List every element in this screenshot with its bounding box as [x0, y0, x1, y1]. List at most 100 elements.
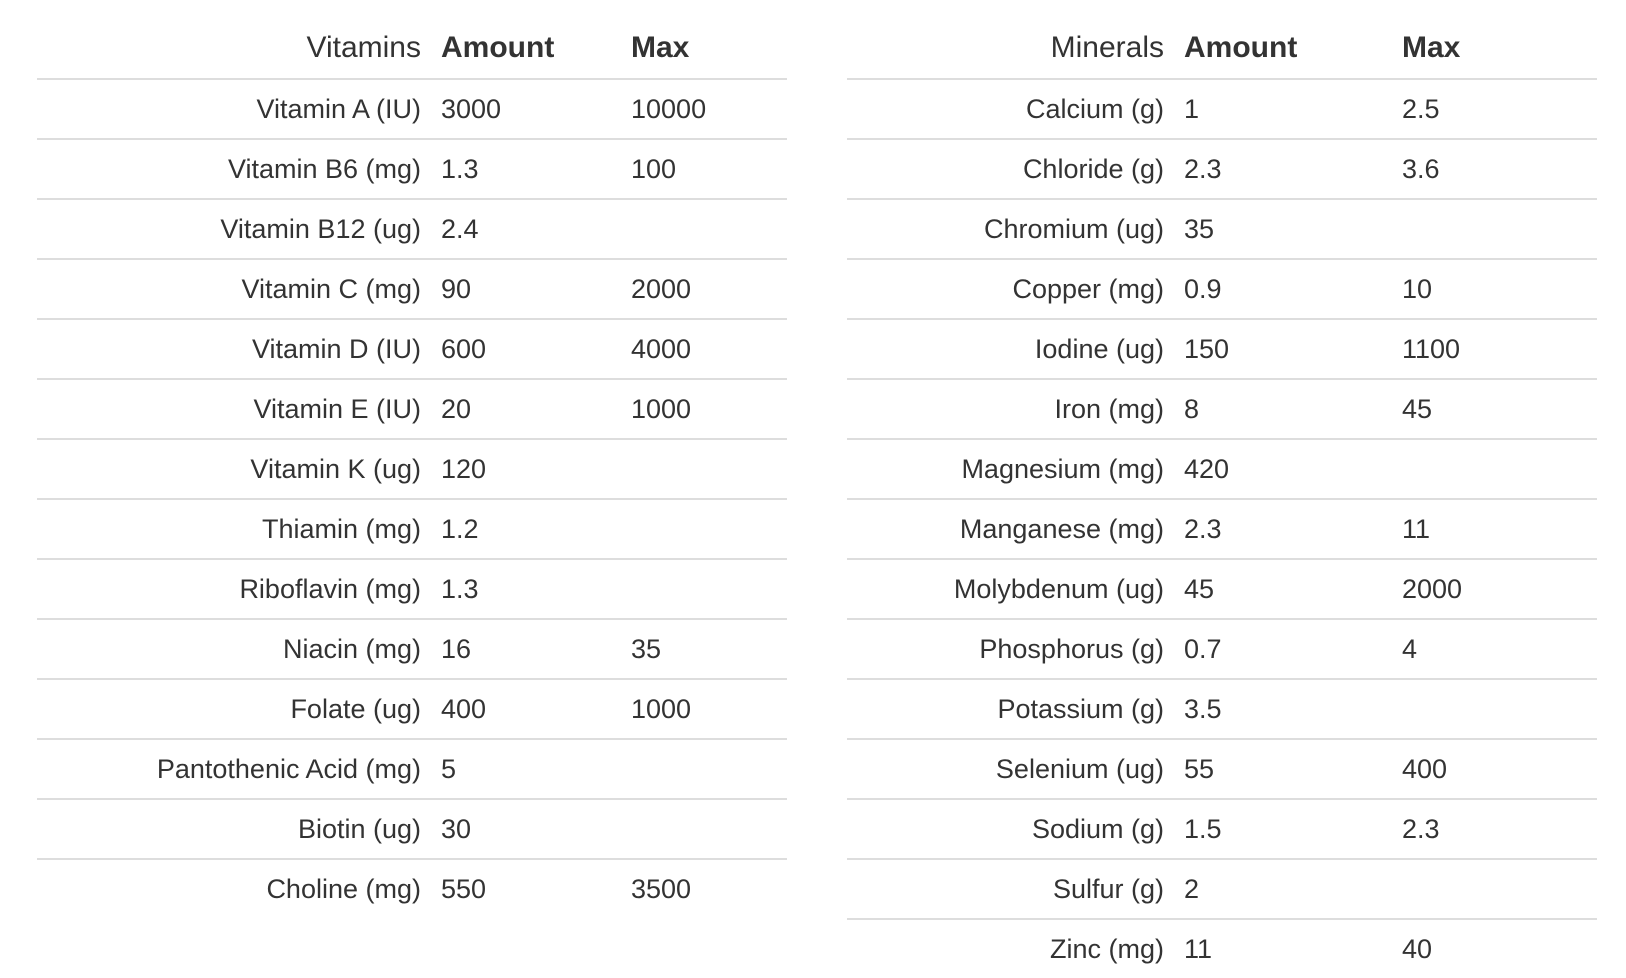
table-row: Sodium (g) 1.5 2.3: [847, 798, 1597, 859]
amount-cell: 1.3: [441, 138, 631, 199]
amount-cell: 2.3: [1184, 138, 1402, 199]
amount-cell: 55: [1184, 738, 1402, 799]
nutrient-name-cell: Iron (mg): [847, 378, 1184, 439]
vitamins-table-body: Vitamin A (IU) 3000 10000 Vitamin B6 (mg) 1.…: [37, 79, 787, 918]
nutrient-name-cell: Chloride (g): [847, 138, 1184, 199]
amount-cell: 11: [1184, 918, 1402, 978]
nutrient-name-cell: Molybdenum (ug): [847, 558, 1184, 619]
amount-cell: 150: [1184, 318, 1402, 379]
max-cell: [631, 198, 787, 259]
max-cell: [631, 558, 787, 619]
amount-cell: 1.3: [441, 558, 631, 619]
nutrient-name-cell: Vitamin E (IU): [37, 378, 441, 439]
table-row: Choline (mg) 550 3500: [37, 858, 787, 918]
nutrient-name-cell: Vitamin D (IU): [37, 318, 441, 379]
minerals-column-header[interactable]: Minerals: [847, 18, 1184, 80]
table-header-row: Vitamins Amount Max: [37, 18, 787, 80]
max-cell: 10000: [631, 93, 707, 124]
nutrient-name-cell: Potassium (g): [847, 678, 1184, 739]
amount-cell: 600: [441, 318, 631, 379]
max-cell: 4: [1402, 618, 1597, 679]
max-cell: 2000: [1402, 558, 1597, 619]
nutrient-name-cell: Copper (mg): [847, 258, 1184, 319]
max-cell: [631, 738, 787, 799]
table-row: Folate (ug) 400 1000: [37, 678, 787, 739]
max-cell: 2.3: [1402, 798, 1597, 859]
table-row: Magnesium (mg) 420: [847, 438, 1597, 499]
table-row: Pantothenic Acid (mg) 5: [37, 738, 787, 799]
amount-cell: 30: [441, 798, 631, 859]
table-row: Sulfur (g) 2: [847, 858, 1597, 919]
amount-cell: 3000: [441, 93, 502, 124]
nutrient-name-cell: Iodine (ug): [847, 318, 1184, 379]
amount-cell: 8: [1184, 378, 1402, 439]
amount-cell: 2: [1184, 858, 1402, 919]
vitamins-table: Vitamins Amount Max Vitamin A (IU) 3000 10…: [37, 18, 787, 918]
amount-cell: 420: [1184, 438, 1402, 499]
amount-cell: 20: [441, 378, 631, 439]
amount-cell: 35: [1184, 198, 1402, 259]
max-cell: [631, 438, 787, 499]
table-row: Selenium (ug) 55 400: [847, 738, 1597, 799]
nutrient-name-cell: Choline (mg): [37, 858, 441, 918]
table-row: Manganese (mg) 2.3 11: [847, 498, 1597, 559]
minerals-panel: Minerals Amount Max Calcium (g) 1 2.5 Chlor…: [847, 18, 1597, 978]
nutrient-name-cell: Biotin (ug): [37, 798, 441, 859]
amount-cell: 16: [441, 618, 631, 679]
table-row: Chloride (g) 2.3 3.6: [847, 138, 1597, 199]
amount-column-header[interactable]: Amount: [1184, 18, 1402, 80]
nutrient-name-cell: Riboflavin (mg): [37, 558, 441, 619]
table-row: Zinc (mg) 11 40: [847, 918, 1597, 978]
table-row: Vitamin B6 (mg) 1.3 100: [37, 138, 787, 199]
table-row: Niacin (mg) 16 35: [37, 618, 787, 679]
amount-cell: 400: [441, 678, 631, 739]
amount-cell: 90: [441, 258, 631, 319]
max-cell: 3500: [631, 858, 787, 918]
table-row: Vitamin C (mg) 90 2000: [37, 258, 787, 319]
max-cell: 45: [1402, 378, 1597, 439]
table-row: Vitamin D (IU) 600 4000: [37, 318, 787, 379]
amount-cell: 1.2: [441, 498, 631, 559]
nutrient-name-cell: Selenium (ug): [847, 738, 1184, 799]
max-cell: 1000: [631, 678, 787, 739]
max-column-header[interactable]: Max: [1402, 18, 1597, 80]
amount-cell: 120: [441, 438, 631, 499]
max-cell: 400: [1402, 738, 1597, 799]
table-row: Phosphorus (g) 0.7 4: [847, 618, 1597, 679]
max-cell: 2.5: [1402, 93, 1440, 124]
nutrient-name-cell: Folate (ug): [37, 678, 441, 739]
amount-cell: 550: [441, 858, 631, 918]
max-cell: 40: [1402, 918, 1597, 978]
table-row: Vitamin B12 (ug) 2.4: [37, 198, 787, 259]
nutrient-name-cell: Sodium (g): [847, 798, 1184, 859]
amount-column-header[interactable]: Amount: [441, 18, 631, 80]
amount-cell: 0.7: [1184, 618, 1402, 679]
table-row: Thiamin (mg) 1.2: [37, 498, 787, 559]
amount-cell: 45: [1184, 558, 1402, 619]
table-row: Copper (mg) 0.9 10: [847, 258, 1597, 319]
nutrient-name-cell: Thiamin (mg): [37, 498, 441, 559]
max-cell: [1402, 858, 1597, 919]
table-row: Calcium (g) 1 2.5: [847, 79, 1597, 139]
max-cell: [631, 798, 787, 859]
amount-cell: 0.9: [1184, 258, 1402, 319]
max-cell: 11: [1402, 498, 1597, 559]
nutrient-name-cell: Vitamin K (ug): [37, 438, 441, 499]
vitamins-panel: Vitamins Amount Max Vitamin A (IU) 3000 10…: [37, 18, 787, 918]
table-row: Vitamin A (IU) 3000 10000: [37, 79, 787, 139]
vitamins-column-header[interactable]: Vitamins: [37, 18, 441, 80]
nutrient-name-cell: Niacin (mg): [37, 618, 441, 679]
max-cell: [631, 498, 787, 559]
amount-cell: 2.4: [441, 198, 631, 259]
max-cell: 1000: [631, 378, 787, 439]
max-cell: [1402, 438, 1597, 499]
nutrient-name-cell: Sulfur (g): [847, 858, 1184, 919]
nutrient-name-cell: Vitamin C (mg): [37, 258, 441, 319]
max-cell: 100: [631, 138, 787, 199]
nutrient-name-cell: Magnesium (mg): [847, 438, 1184, 499]
max-column-header[interactable]: Max: [631, 18, 787, 80]
table-row: Riboflavin (mg) 1.3: [37, 558, 787, 619]
max-cell: 35: [631, 618, 787, 679]
nutrient-name-cell: Vitamin A (IU): [256, 93, 421, 124]
nutrient-name-cell: Chromium (ug): [847, 198, 1184, 259]
